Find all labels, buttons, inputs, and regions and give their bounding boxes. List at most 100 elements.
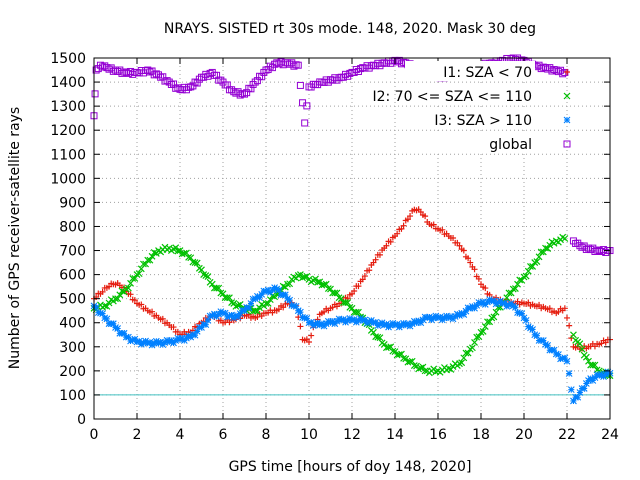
data-point	[327, 305, 334, 312]
series-fill-point	[346, 69, 354, 77]
data-point	[456, 312, 463, 319]
series-fill-point	[174, 247, 182, 255]
series-fill-point	[256, 294, 263, 302]
series-fill-point	[150, 249, 158, 256]
series-fill-point	[561, 354, 569, 362]
data-point	[294, 61, 302, 69]
data-point	[456, 360, 463, 368]
data-point	[380, 321, 388, 329]
series-fill-point	[421, 313, 429, 321]
series-fill-point	[223, 313, 231, 321]
data-point	[144, 307, 151, 314]
series-fill-point	[193, 79, 201, 87]
series-fill-point	[385, 57, 393, 65]
data-point	[252, 314, 259, 321]
series-fill-point	[421, 367, 429, 375]
data-point	[273, 59, 281, 67]
series-fill-point	[482, 285, 489, 292]
x-tick-label: 12	[343, 427, 361, 443]
data-point	[359, 276, 366, 283]
series-fill-point	[180, 83, 188, 91]
series-fill-point	[475, 333, 483, 341]
series-fill-point	[204, 316, 212, 324]
series-fill-point	[410, 362, 418, 369]
data-point	[542, 341, 549, 348]
data-point	[499, 300, 506, 307]
series-fill-point	[544, 65, 552, 73]
series-fill-point	[234, 313, 242, 321]
data-point	[176, 336, 184, 343]
series-fill-point	[146, 256, 154, 264]
x-tick-label: 18	[472, 427, 490, 443]
data-point	[359, 64, 367, 72]
data-point	[155, 247, 162, 254]
data-point	[208, 312, 216, 319]
data-point	[198, 324, 205, 331]
series-fill-point	[529, 326, 536, 333]
series-fill-point	[258, 73, 266, 81]
data-point	[337, 295, 345, 303]
x-tick-label: 16	[429, 427, 447, 443]
series-fill-point	[120, 329, 128, 337]
series-fill-point	[533, 258, 541, 266]
data-point	[402, 355, 410, 363]
data-point	[273, 307, 280, 314]
data-point	[434, 314, 442, 322]
series-fill-point	[129, 336, 137, 344]
data-point	[561, 235, 569, 242]
data-point	[348, 304, 356, 312]
x-tick-label: 10	[300, 427, 318, 443]
data-point	[327, 285, 334, 293]
data-point	[392, 233, 398, 240]
data-point	[509, 302, 517, 310]
data-point	[391, 321, 399, 329]
data-point	[294, 307, 302, 315]
data-point	[318, 78, 326, 86]
data-point	[337, 73, 345, 81]
data-point	[404, 216, 411, 223]
data-point	[251, 307, 259, 315]
data-point	[144, 66, 152, 74]
series-fill-point	[296, 81, 304, 89]
series-fill-point	[137, 67, 145, 75]
data-point	[318, 310, 325, 317]
data-point	[402, 321, 410, 329]
legend-marker	[564, 69, 570, 75]
series-fill-point	[226, 312, 233, 320]
data-point	[103, 284, 110, 291]
data-point	[561, 305, 568, 312]
data-point	[166, 322, 173, 329]
data-point	[585, 244, 592, 252]
data-point	[198, 73, 205, 81]
y-tick-label: 1500	[50, 51, 86, 67]
series-fill-point	[439, 226, 446, 233]
series-fill-point	[109, 320, 117, 328]
series-fill-point	[127, 291, 134, 298]
data-point	[144, 256, 152, 264]
series-fill-point	[376, 334, 384, 342]
series-fill-point	[127, 337, 134, 345]
data-point	[370, 259, 377, 266]
data-point	[155, 71, 162, 79]
series-fill-point	[159, 315, 166, 322]
series-fill-point	[217, 76, 225, 84]
series-fill-point	[124, 284, 132, 292]
y-tick-label: 300	[59, 340, 86, 356]
data-point	[569, 237, 577, 245]
data-point	[445, 233, 452, 240]
data-point	[337, 316, 345, 324]
x-tick-label: 2	[133, 427, 142, 443]
series-fill-point	[490, 313, 498, 321]
data-point	[230, 300, 238, 307]
data-point	[219, 309, 227, 317]
series-fill-point	[458, 359, 466, 367]
series-fill-point	[303, 102, 311, 110]
data-point	[133, 68, 141, 76]
series-fill-point	[314, 278, 322, 286]
series-fill-point	[564, 314, 570, 321]
series-fill-point	[170, 324, 177, 331]
series-fill-point	[580, 385, 588, 392]
x-tick-label: 4	[176, 427, 185, 443]
series-fill-point	[114, 295, 122, 303]
series-fill-point	[118, 287, 126, 295]
